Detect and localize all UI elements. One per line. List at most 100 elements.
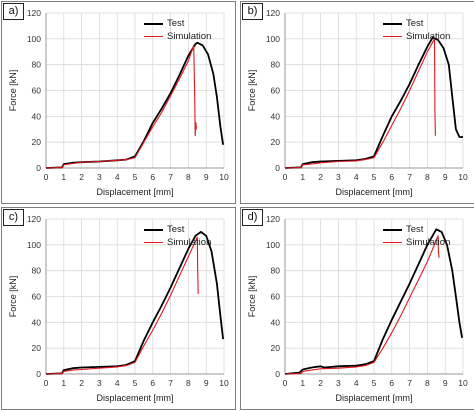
x-tick-label: 6 [150,378,155,388]
y-tick-label: 80 [271,266,281,276]
x-tick-label: 7 [407,172,412,182]
x-axis-title: Displacement [mm] [96,393,173,403]
chart-svg: 0 1 2 3 4 5 6 7 8 9 10020406080100120Displacement … [8,214,229,403]
legend-swatch [383,242,402,243]
x-tick-label: 6 [389,172,394,182]
legend-swatch [144,229,163,231]
y-tick-label: 60 [32,292,42,302]
legend-item: Simulation [383,30,450,43]
legend: Test Simulation [144,223,211,249]
y-axis-title: Force [kN] [8,70,18,112]
legend-label: Simulation [406,31,451,42]
legend-item: Test [383,17,450,30]
x-axis-title: Displacement [mm] [335,393,412,403]
panel-label: b) [242,3,263,20]
y-tick-label: 60 [271,86,281,96]
x-tick-label: 5 [133,378,138,388]
x-tick-label: 2 [79,378,84,388]
x-tick-label: 10 [458,378,468,388]
x-tick-label: 3 [97,172,102,182]
y-axis-title: Force [kN] [247,276,257,318]
x-tick-label: 10 [458,172,468,182]
legend-swatch [383,36,402,37]
chart-svg: 0 1 2 3 4 5 6 7 8 9 10020406080100120Displacement … [247,214,468,403]
x-axis-title: Displacement [mm] [96,187,173,197]
x-tick-label: 6 [150,172,155,182]
x-tick-label: 8 [425,172,430,182]
legend-swatch [144,242,163,243]
y-tick-label: 20 [32,137,42,147]
x-tick-label: 0 [44,172,49,182]
legend-label: Simulation [167,31,212,42]
y-axis-title: Force [kN] [247,70,257,112]
x-tick-label: 3 [336,172,341,182]
x-tick-label: 9 [204,378,209,388]
x-tick-label: 5 [133,172,138,182]
legend-swatch [383,23,402,25]
x-tick-label: 9 [204,172,209,182]
y-tick-label: 120 [266,214,280,224]
x-tick-label: 5 [372,378,377,388]
legend-label: Simulation [167,237,212,248]
x-tick-label: 5 [372,172,377,182]
x-tick-label: 4 [115,378,120,388]
y-tick-label: 20 [271,137,281,147]
chart-svg: 0 1 2 3 4 5 6 7 8 9 10020406080100120Displacement … [247,8,468,197]
simulation-series-line [45,44,197,169]
legend-label: Simulation [406,237,451,248]
panel-label: d) [242,209,263,226]
x-tick-label: 4 [354,172,359,182]
y-tick-label: 40 [271,111,281,121]
x-tick-label: 0 [283,378,288,388]
legend: Test Simulation [383,223,450,249]
y-tick-label: 120 [266,8,280,18]
x-tick-label: 1 [61,378,66,388]
x-tick-label: 2 [79,172,84,182]
x-tick-label: 1 [300,172,305,182]
panel-label: a) [3,3,24,20]
x-tick-label: 3 [336,378,341,388]
test-series-line [284,228,463,375]
x-tick-label: 6 [389,378,394,388]
panel-label: c) [3,209,24,226]
x-axis-title: Displacement [mm] [335,187,412,197]
chart-panel: 0 1 2 3 4 5 6 7 8 9 10 0 20 40 60 80 100 120 Displacement … [240,207,474,410]
x-tick-label: 1 [61,172,66,182]
legend-label: Test [167,18,185,29]
legend-swatch [383,229,402,231]
x-tick-label: 8 [186,378,191,388]
chart-panel: 0 1 2 3 4 5 6 7 8 9 10 0 20 40 60 80 100 120 Displacement … [240,1,474,204]
x-tick-label: 0 [44,378,49,388]
x-tick-label: 9 [443,378,448,388]
x-tick-label: 2 [318,378,323,388]
legend-label: Test [167,224,185,235]
y-tick-label: 100 [266,240,280,250]
legend: Test Simulation [383,17,450,43]
x-tick-label: 8 [425,378,430,388]
x-tick-label: 10 [219,172,229,182]
x-tick-label: 9 [443,172,448,182]
chart-panel: 0 1 2 3 4 5 6 7 8 9 10 0 20 40 60 80 100 120 Displacement … [1,1,236,204]
y-tick-label: 0 [36,369,41,379]
x-tick-label: 0 [283,172,288,182]
x-tick-label: 2 [318,172,323,182]
y-tick-label: 120 [27,8,41,18]
y-tick-label: 40 [271,317,281,327]
y-tick-label: 80 [32,266,42,276]
x-tick-label: 4 [115,172,120,182]
legend-item: Test [144,223,211,236]
y-tick-label: 100 [266,34,280,44]
legend-swatch [144,23,163,25]
y-axis-title: Force [kN] [8,276,18,318]
legend-item: Test [144,17,211,30]
x-tick-label: 1 [300,378,305,388]
y-tick-label: 100 [27,34,41,44]
y-tick-label: 60 [32,86,42,96]
y-tick-label: 100 [27,240,41,250]
x-tick-label: 7 [168,172,173,182]
legend-item: Simulation [383,236,450,249]
chart-panel: 0 1 2 3 4 5 6 7 8 9 10 0 20 40 60 80 100 120 Displacement … [1,207,236,410]
legend-item: Test [383,223,450,236]
y-tick-label: 80 [32,60,42,70]
y-tick-label: 0 [36,163,41,173]
